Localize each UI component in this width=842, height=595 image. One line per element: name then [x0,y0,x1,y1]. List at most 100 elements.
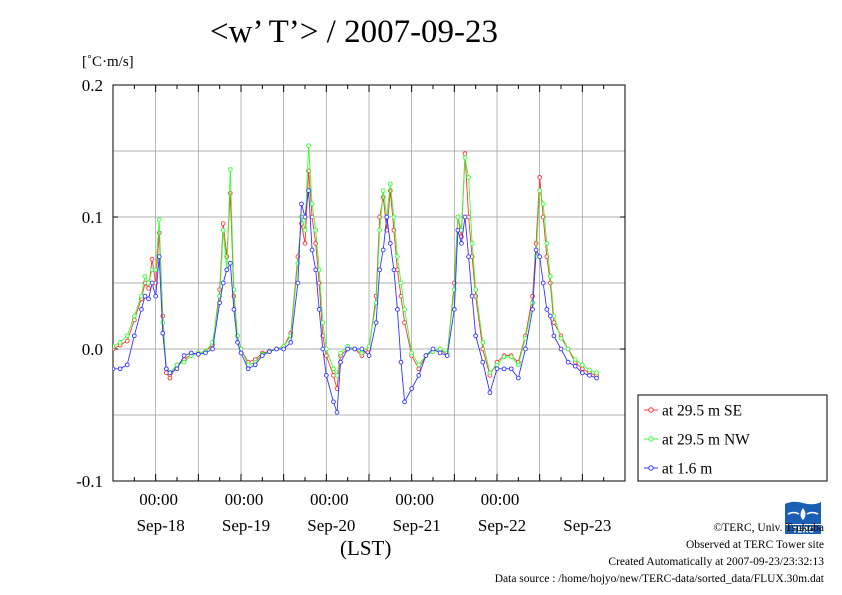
data-point [416,373,422,378]
data-point [469,241,475,246]
data-point [113,344,116,349]
data-point [444,353,450,358]
x-tick-label: 00:00 [139,490,178,509]
data-point [515,362,521,368]
data-point [146,296,151,302]
data-point [387,241,393,246]
data-point [274,346,279,352]
data-point [572,357,578,362]
data-point [309,247,315,253]
data-point [181,359,187,365]
x-day-label: Sep-19 [222,516,270,535]
data-point [579,370,585,376]
legend-marker [648,436,654,442]
data-point [402,307,407,312]
data-point [331,366,336,372]
data-point [131,333,137,339]
data-point [139,307,144,312]
data-point [227,167,233,172]
data-point [391,214,397,220]
data-point [117,366,123,372]
data-point [579,366,585,372]
data-point [480,340,486,345]
data-point [345,346,351,352]
data-point [455,214,461,220]
data-point [210,346,215,352]
data-point [402,399,407,405]
datasource-note: Data source : /home/hojyo/new/TERC-data/… [494,573,824,585]
data-point [313,227,319,233]
data-point [466,254,471,259]
data-point [398,359,404,365]
data-point [220,221,226,226]
data-point [437,346,443,352]
data-point [501,354,507,360]
data-point [174,366,180,372]
data-point [515,375,521,381]
data-point [380,247,386,253]
data-point [331,399,336,405]
data-point [188,350,194,356]
data-point [373,320,379,325]
data-point [320,320,326,325]
data-point [409,350,415,356]
data-point [238,350,244,356]
data-point [377,267,383,273]
data-point [267,349,272,354]
data-point [384,214,390,220]
x-day-label: Sep-23 [563,516,611,535]
data-point [387,188,393,193]
data-point [462,214,468,220]
series-2 [113,143,599,378]
data-point [235,340,240,345]
data-point [156,217,162,222]
data-point [462,155,468,160]
data-point [359,346,365,352]
data-point [423,353,429,358]
data-point [313,267,319,273]
legend-entry: at 29.5 m SE [662,403,742,420]
data-point [195,351,201,357]
data-point [437,350,443,356]
data-point [142,274,148,279]
data-point [537,175,543,180]
legend-entry: at 1.6 m [662,461,712,478]
data-point [359,350,365,356]
data-point [299,201,304,207]
data-point [473,333,479,339]
data-point [309,201,315,207]
data-point [466,175,471,180]
data-point [113,366,116,372]
data-point [594,375,599,381]
data-point [334,373,340,378]
data-point [156,254,162,259]
data-point [462,151,468,156]
data-point [572,363,578,369]
data-point [181,353,187,358]
terc-logo-text: TERC [792,526,814,535]
data-point [551,333,557,339]
legend-marker [648,407,654,413]
data-point [395,254,400,259]
data-point [409,386,415,391]
series-line [113,190,597,413]
data-point [203,350,208,356]
data-point [395,307,400,312]
data-point [494,362,500,368]
data-point [245,366,251,372]
data-point [387,181,393,187]
data-point [259,353,265,358]
data-point [537,188,543,193]
data-point [558,336,564,341]
data-point [149,256,155,262]
x-tick-label: 00:00 [225,490,264,509]
x-day-label: Sep-22 [478,516,526,535]
data-point [306,143,311,149]
data-point [124,362,130,368]
data-point [124,338,130,344]
data-point [320,346,326,352]
data-point [530,307,535,312]
data-point [487,370,493,376]
data-point [487,390,493,395]
data-point [153,293,159,299]
